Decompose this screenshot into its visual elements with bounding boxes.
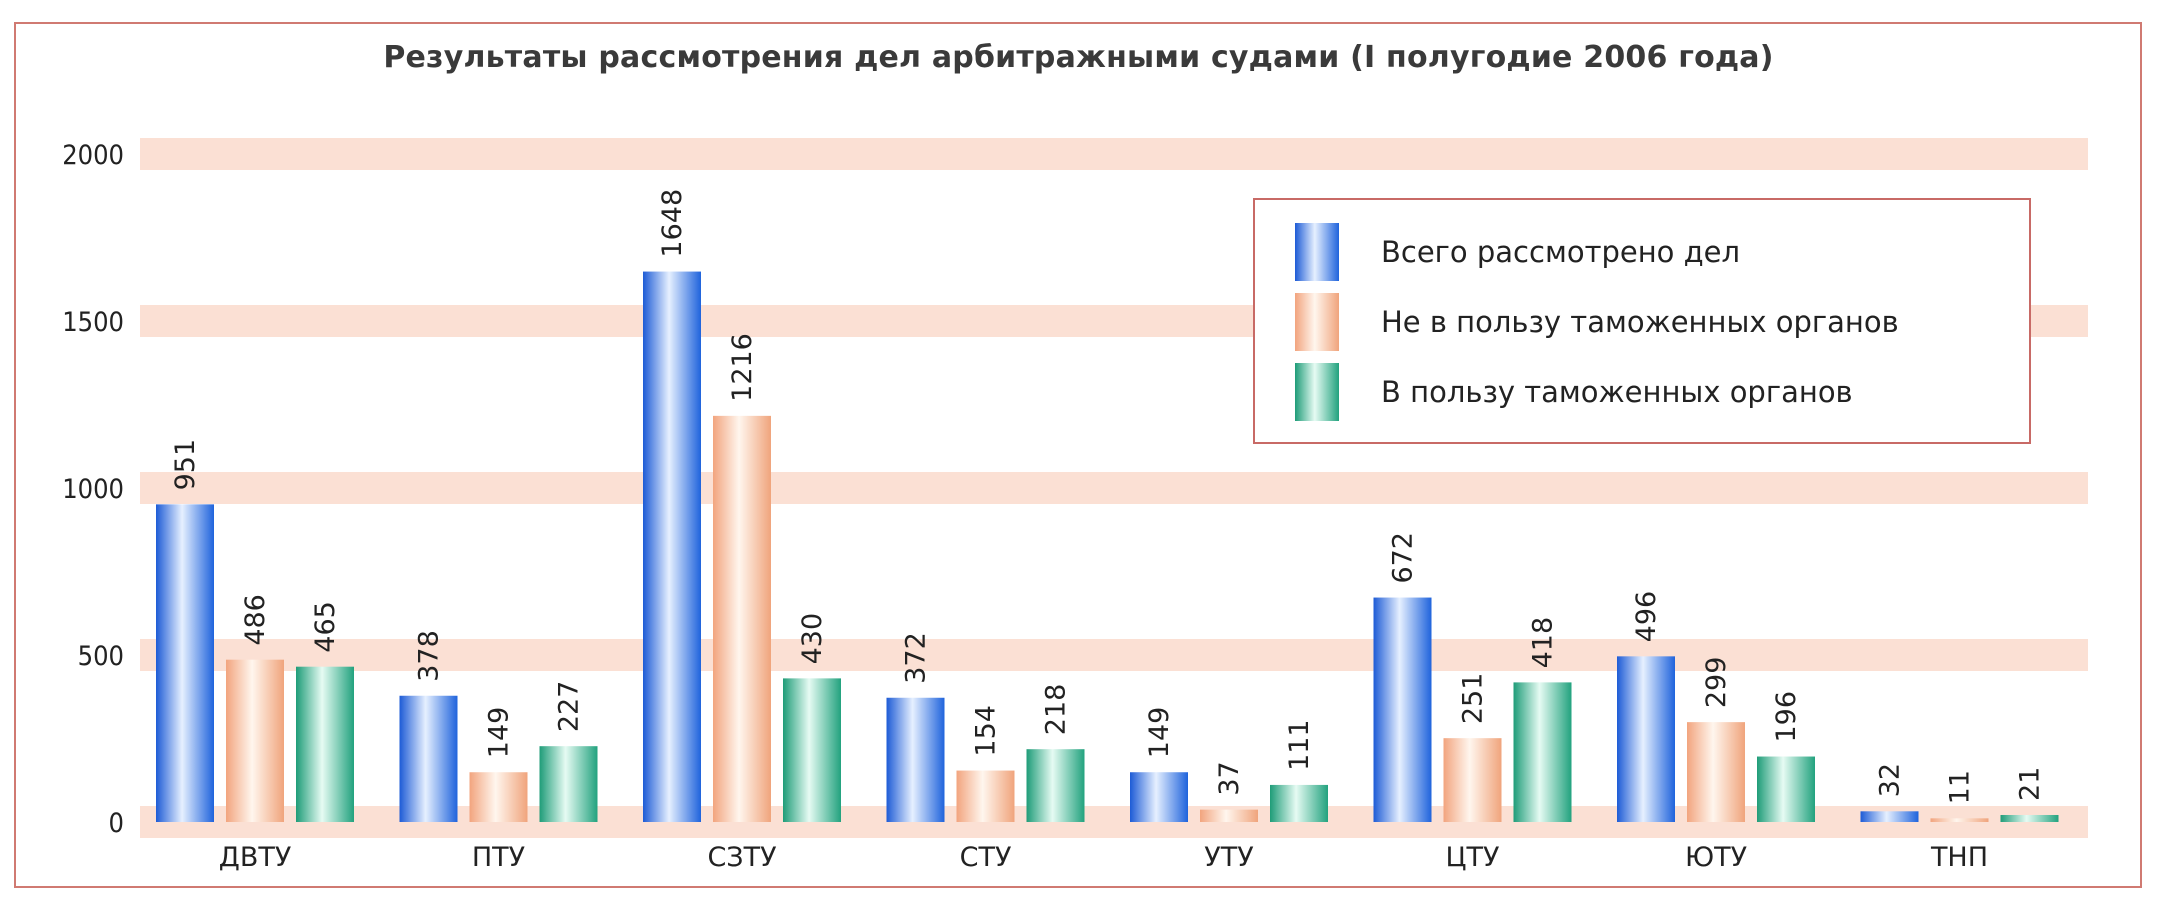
category-label: ТНП	[1930, 842, 1988, 873]
bar-ЦТУ-0	[1373, 597, 1432, 822]
bar-ДВТУ-2	[296, 666, 354, 822]
category-label: ДВТУ	[219, 842, 292, 873]
y-axis: 0 500 1000 1500 2000	[62, 140, 124, 839]
value-label: 1216	[727, 333, 758, 402]
legend-label: Всего рассмотрено дел	[1381, 235, 1741, 269]
y-tick-label: 1500	[62, 307, 124, 338]
x-axis: ДВТУ ПТУ СЗТУ СТУ УТУ ЦТУ ЮТУ ТНП	[219, 842, 1988, 873]
value-label: 149	[1144, 707, 1175, 759]
value-label: 251	[1458, 673, 1489, 725]
value-label: 486	[240, 594, 271, 646]
bar-СТУ-2	[1026, 749, 1085, 822]
value-label: 372	[901, 632, 932, 684]
legend-item-not-in-favor: Не в пользу таможенных органов	[1295, 292, 1899, 352]
legend-swatch	[1295, 363, 1339, 421]
y-tick-label: 500	[78, 641, 124, 672]
bar-ТНП-1	[1930, 818, 1989, 822]
bar-ПТУ-1	[469, 772, 528, 822]
value-label: 672	[1388, 532, 1419, 584]
legend-swatch	[1295, 293, 1339, 351]
value-label: 378	[414, 630, 445, 682]
y-tick-label: 2000	[62, 140, 124, 171]
bar-ТНП-0	[1860, 811, 1919, 822]
grid-bands	[140, 138, 2088, 838]
bar-СТУ-1	[956, 770, 1015, 822]
value-label: 951	[170, 439, 201, 491]
value-label: 32	[1875, 763, 1906, 797]
bar-СЗТУ-1	[713, 415, 771, 822]
bar-УТУ-0	[1130, 772, 1188, 822]
legend-item-total: Всего рассмотрено дел	[1295, 222, 1740, 282]
legend-swatch	[1295, 223, 1339, 281]
y-tick-label: 1000	[62, 474, 124, 505]
bar-ПТУ-2	[539, 746, 598, 822]
bar-ДВТУ-0	[156, 504, 214, 822]
value-label: 465	[310, 601, 341, 653]
value-label: 37	[1214, 761, 1245, 795]
bars	[156, 271, 2059, 822]
bar-СЗТУ-0	[643, 271, 701, 822]
category-label: ЮТУ	[1685, 842, 1747, 873]
y-tick-label: 0	[109, 808, 124, 839]
legend-label: Не в пользу таможенных органов	[1381, 305, 1899, 339]
value-label: 430	[797, 613, 828, 665]
legend: Всего рассмотрено дел Не в пользу таможе…	[1253, 198, 2031, 444]
bar-СЗТУ-2	[783, 678, 841, 822]
bar-ЦТУ-1	[1443, 738, 1502, 822]
gridline-2000	[140, 138, 2088, 170]
legend-item-in-favor: В пользу таможенных органов	[1295, 362, 1853, 422]
bar-ТНП-2	[2000, 814, 2059, 822]
value-label: 111	[1284, 719, 1315, 771]
bar-ЦТУ-2	[1513, 682, 1572, 822]
gridline-500	[140, 639, 2088, 671]
bar-СТУ-0	[886, 697, 945, 822]
chart-title: Результаты рассмотрения дел арбитражными…	[383, 40, 1774, 75]
bar-ДВТУ-1	[226, 659, 284, 822]
bar-ЮТУ-1	[1687, 722, 1745, 822]
value-label: 227	[554, 681, 585, 733]
bar-ПТУ-0	[399, 695, 458, 822]
category-label: СТУ	[960, 842, 1012, 873]
category-label: ЦТУ	[1446, 842, 1500, 873]
value-label: 496	[1631, 591, 1662, 643]
bar-УТУ-1	[1200, 809, 1258, 822]
category-label: СЗТУ	[707, 842, 776, 873]
category-label: ПТУ	[472, 842, 525, 873]
value-label: 299	[1701, 657, 1732, 709]
value-label: 149	[484, 707, 515, 759]
value-labels: 951 486 465 378 149 227 1648 1216 430 372 154 218 14…	[170, 189, 2046, 804]
value-label: 11	[1945, 770, 1976, 804]
value-label: 1648	[657, 189, 688, 258]
bar-ЮТУ-2	[1757, 756, 1815, 822]
value-label: 218	[1041, 684, 1072, 736]
legend-label: В пользу таможенных органов	[1381, 375, 1853, 409]
value-label: 418	[1528, 617, 1559, 669]
value-label: 21	[2015, 767, 2046, 801]
bar-ЮТУ-0	[1617, 656, 1675, 822]
bar-УТУ-2	[1270, 784, 1328, 822]
category-label: УТУ	[1204, 842, 1253, 873]
gridline-1000	[140, 472, 2088, 504]
value-label: 196	[1771, 691, 1802, 743]
value-label: 154	[971, 705, 1002, 757]
